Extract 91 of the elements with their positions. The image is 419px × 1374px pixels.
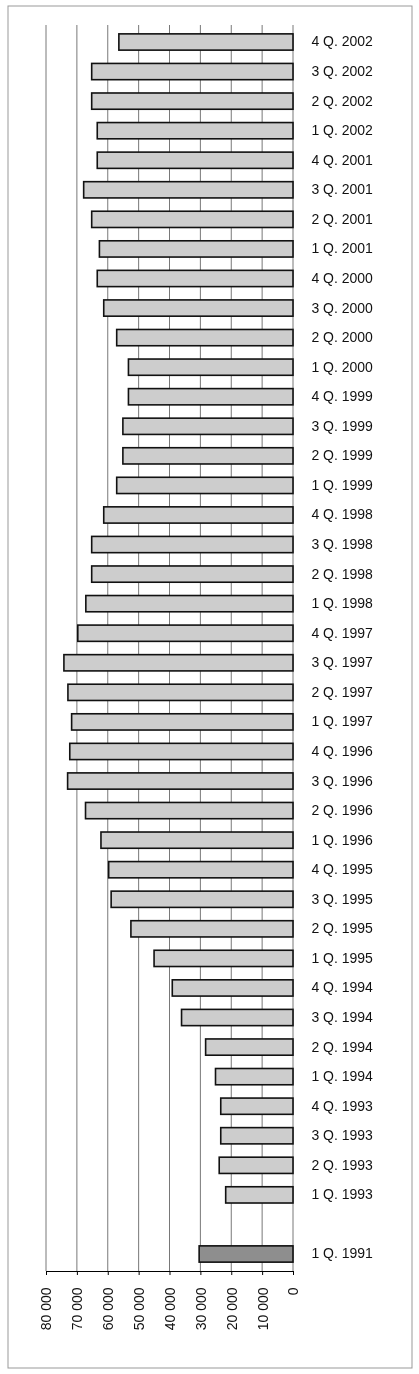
bar [102, 506, 294, 524]
y-tick-label: 4 Q. 2001 [311, 151, 374, 168]
y-tick-label: 1 Q. 2000 [311, 358, 374, 375]
x-tick-label: 10 000 [254, 1287, 271, 1331]
bar [198, 1245, 294, 1263]
x-tick-label: 70 000 [69, 1287, 86, 1331]
bar [171, 979, 294, 997]
y-tick-label: 3 Q. 1993 [311, 1127, 374, 1144]
bar [96, 151, 294, 170]
bar [214, 1067, 294, 1086]
bar [77, 624, 294, 643]
y-tick-label: 1 Q. 1999 [311, 476, 374, 493]
bar [68, 742, 294, 761]
bar [204, 1038, 294, 1057]
y-tick-label: 1 Q. 1991 [311, 1245, 374, 1262]
bar [122, 446, 294, 465]
x-tick-label: 40 000 [161, 1287, 178, 1331]
bar [115, 476, 294, 495]
bar [63, 653, 294, 672]
bar [67, 683, 294, 702]
y-tick-label: 2 Q. 1994 [311, 1038, 374, 1055]
y-tick-label: 3 Q. 1994 [311, 1008, 374, 1025]
y-tick-label: 1 Q. 1995 [311, 949, 374, 966]
y-tick-label: 2 Q. 2002 [311, 92, 374, 109]
bar [90, 92, 294, 111]
y-tick-label: 1 Q. 2002 [311, 122, 374, 139]
y-tick-label: 3 Q. 2002 [311, 63, 374, 80]
y-tick-label: 2 Q. 1993 [311, 1156, 374, 1173]
bar [96, 269, 294, 288]
bar [127, 387, 294, 406]
bar [219, 1097, 294, 1116]
bar [218, 1156, 294, 1175]
bar [90, 535, 294, 554]
bar [130, 919, 294, 938]
bar [219, 1126, 294, 1145]
x-tick-label: 30 000 [192, 1287, 209, 1331]
y-tick-label: 4 Q. 2002 [311, 33, 374, 50]
y-tick-label: 4 Q. 1993 [311, 1097, 374, 1114]
y-tick-label: 2 Q. 1997 [311, 683, 374, 700]
bar [96, 121, 294, 140]
y-tick-label: 4 Q. 1996 [311, 742, 374, 759]
y-tick-label: 3 Q. 2000 [311, 299, 374, 316]
bar [100, 831, 294, 850]
x-tick-label: 0 [285, 1287, 302, 1296]
y-tick-label: 3 Q. 1997 [311, 654, 374, 671]
bar [98, 240, 294, 258]
bar [82, 180, 294, 199]
y-tick-label: 4 Q. 1994 [311, 979, 374, 996]
bar [90, 210, 294, 229]
y-tick-label: 3 Q. 2001 [311, 181, 374, 198]
y-tick-label: 4 Q. 1998 [311, 506, 374, 523]
bar [122, 417, 294, 436]
x-tick-label: 60 000 [100, 1287, 117, 1331]
bar [90, 62, 294, 81]
y-tick-label: 3 Q. 1998 [311, 536, 374, 553]
y-tick-label: 1 Q. 1994 [311, 1068, 374, 1085]
y-tick-label: 2 Q. 1998 [311, 565, 374, 582]
y-tick-label: 3 Q. 1999 [311, 417, 374, 434]
x-tick-label: 20 000 [223, 1287, 240, 1331]
y-tick-label: 2 Q. 1995 [311, 920, 374, 937]
bar [84, 801, 294, 820]
y-tick-label: 1 Q. 2001 [311, 240, 374, 257]
bar [180, 1008, 294, 1027]
bar [110, 890, 294, 909]
bar [102, 299, 294, 317]
y-tick-label: 1 Q. 1998 [311, 595, 374, 612]
y-tick-label: 2 Q. 1996 [311, 802, 374, 819]
bar [107, 860, 294, 879]
x-tick-label: 50 000 [131, 1287, 148, 1331]
y-tick-label: 1 Q. 1993 [311, 1186, 374, 1203]
bar [66, 772, 294, 790]
bar [70, 712, 294, 731]
bar [118, 33, 294, 51]
y-tick-label: 4 Q. 2000 [311, 269, 374, 286]
y-tick-label: 1 Q. 1996 [311, 831, 374, 848]
bar [90, 565, 294, 584]
bar [127, 358, 294, 377]
y-tick-label: 4 Q. 1999 [311, 388, 374, 405]
y-tick-label: 3 Q. 1995 [311, 890, 374, 907]
bar [115, 328, 294, 347]
y-tick-label: 2 Q. 2000 [311, 329, 374, 346]
y-tick-label: 3 Q. 1996 [311, 772, 374, 789]
x-tick-label: 80 000 [38, 1287, 55, 1331]
y-tick-label: 4 Q. 1997 [311, 624, 374, 641]
bar [153, 949, 294, 968]
y-tick-label: 2 Q. 1999 [311, 447, 374, 464]
y-tick-label: 4 Q. 1995 [311, 861, 374, 878]
bar [85, 594, 294, 613]
y-tick-label: 1 Q. 1997 [311, 713, 374, 730]
bar [224, 1185, 294, 1204]
y-tick-label: 2 Q. 2001 [311, 210, 374, 227]
